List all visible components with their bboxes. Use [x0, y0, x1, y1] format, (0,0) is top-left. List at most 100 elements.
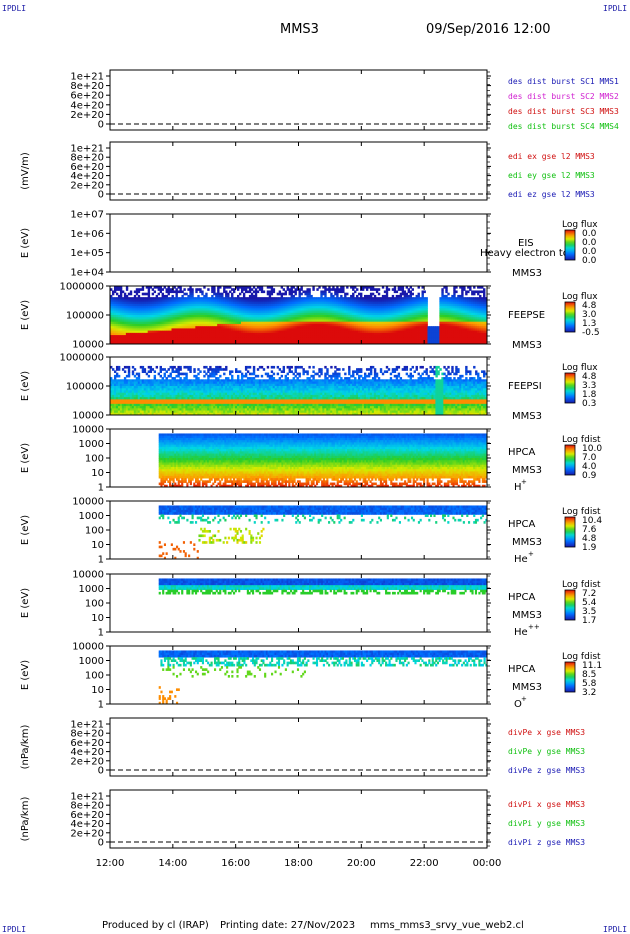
- spectrogram-cell: [171, 297, 174, 300]
- spectrogram-cell: [165, 312, 168, 316]
- spectrogram-cell: [125, 312, 129, 316]
- spectrogram-cell: [137, 341, 141, 345]
- spectrogram-cell: [121, 321, 125, 325]
- spectrogram-cell: [125, 323, 129, 327]
- spectrogram-cell: [151, 335, 155, 338]
- spectrogram-cell: [155, 365, 159, 369]
- y-tick-label: 6e+20: [70, 162, 104, 173]
- spectrogram-cell: [163, 323, 166, 327]
- spectrogram-cell: [149, 297, 153, 300]
- spectrogram-cell: [177, 308, 180, 311]
- spectrogram-cell: [123, 335, 127, 338]
- spectrogram-cell: [119, 330, 123, 334]
- spectrogram-cell: [121, 306, 125, 309]
- spectrogram-cell: [135, 337, 139, 340]
- spectrogram-cell: [177, 339, 180, 343]
- spectrogram-cell: [117, 288, 121, 291]
- spectrogram-cell: [110, 315, 113, 318]
- spectrogram-cell: [153, 301, 157, 305]
- spectrogram-cell: [131, 312, 135, 316]
- spectrogram-cell: [157, 312, 160, 316]
- spectrogram-cell: [145, 335, 149, 338]
- spectrogram-cell: [145, 310, 149, 314]
- spectrogram-cell: [159, 310, 162, 314]
- spectrogram-cell: [151, 332, 155, 336]
- spectrogram-cell: [127, 323, 131, 327]
- spectrogram-cell: [173, 323, 176, 327]
- spectrogram-cell: [151, 310, 155, 314]
- spectrogram-cell: [173, 341, 176, 345]
- spectrogram-cell: [110, 299, 113, 303]
- spectrogram-cell: [143, 308, 147, 311]
- spectrogram-cell: [163, 306, 166, 309]
- spectrogram-cell: [155, 328, 159, 332]
- spectrogram-cell: [147, 310, 151, 314]
- spectrogram-cell: [121, 332, 125, 336]
- spectrogram-cell: [137, 335, 141, 338]
- spectrogram-cell: [141, 301, 145, 305]
- spectrogram-cell: [131, 337, 135, 340]
- spectrogram-cell: [135, 299, 139, 303]
- spectrogram-cell: [147, 335, 151, 338]
- spectrogram-cell: [110, 335, 113, 338]
- spectrogram-cell: [129, 306, 133, 309]
- spectrogram-cell: [141, 286, 145, 289]
- spectrogram-cell: [125, 317, 129, 320]
- spectrogram-cell: [175, 337, 178, 340]
- spectrogram-cell: [143, 292, 147, 296]
- spectrogram-cell: [157, 297, 160, 300]
- spectrogram-cell: [159, 301, 162, 305]
- spectrogram-cell: [171, 321, 174, 325]
- spectrogram-cell: [129, 319, 133, 323]
- spectrogram-cell: [125, 315, 129, 318]
- spectrogram-cell: [123, 306, 127, 309]
- spectrogram-cell: [125, 310, 129, 314]
- spectrogram-cell: [123, 310, 127, 314]
- spectrogram-cell: [145, 303, 149, 307]
- spectrogram-cell: [179, 326, 182, 329]
- spectrogram-cell: [121, 323, 125, 327]
- spectrogram-cell: [110, 294, 113, 298]
- spectrogram-cell: [179, 337, 182, 340]
- spectrogram-cell: [179, 335, 182, 338]
- spectrogram-cell: [113, 337, 117, 340]
- spectrogram-cell: [167, 335, 170, 338]
- spectrogram-cell: [153, 308, 157, 311]
- spectrogram-cell: [171, 301, 174, 305]
- spectrogram-cell: [129, 339, 133, 343]
- spectrogram-cell: [175, 292, 178, 296]
- spectrogram-cell: [167, 286, 170, 289]
- spectrogram-cell: [119, 319, 123, 323]
- spectrogram-cell: [165, 330, 168, 334]
- spectrogram-cell: [163, 308, 166, 311]
- spectrogram-cell: [131, 330, 135, 334]
- spectrogram-cell: [171, 310, 174, 314]
- spectrogram-cell: [167, 299, 170, 303]
- spectrogram-cell: [171, 290, 174, 294]
- spectrogram-cell: [143, 319, 147, 323]
- spectrogram-cell: [125, 319, 129, 323]
- spectrogram-cell: [113, 286, 117, 289]
- date-time-title: 09/Sep/2016 12:00: [426, 22, 551, 37]
- spectrogram-cell: [147, 308, 151, 311]
- spectrogram-cell: [123, 328, 127, 332]
- spectrogram-cell: [163, 339, 166, 343]
- spectrogram-cell: [177, 330, 180, 334]
- spectrogram-cell: [117, 337, 121, 340]
- spectrogram-cell: [181, 308, 184, 311]
- spectrogram-cell: [145, 308, 149, 311]
- spectrogram-cell: [123, 299, 127, 303]
- spectrogram-cell: [125, 339, 129, 343]
- spectrogram-cell: [165, 339, 168, 343]
- spectrogram-cell: [131, 299, 135, 303]
- spectrogram-cell: [425, 299, 428, 303]
- spectrogram-cell: [135, 328, 139, 332]
- spectrogram-cell: [173, 297, 176, 300]
- y-tick-label: 1e+04: [70, 268, 104, 279]
- spacecraft-title: MMS3: [280, 22, 319, 37]
- spectrogram-cell: [151, 306, 155, 309]
- spectrogram-cell: [151, 317, 155, 320]
- spectrogram-cell: [163, 310, 166, 314]
- spectrogram-cell: [173, 321, 176, 325]
- spectrogram-cell: [145, 328, 149, 332]
